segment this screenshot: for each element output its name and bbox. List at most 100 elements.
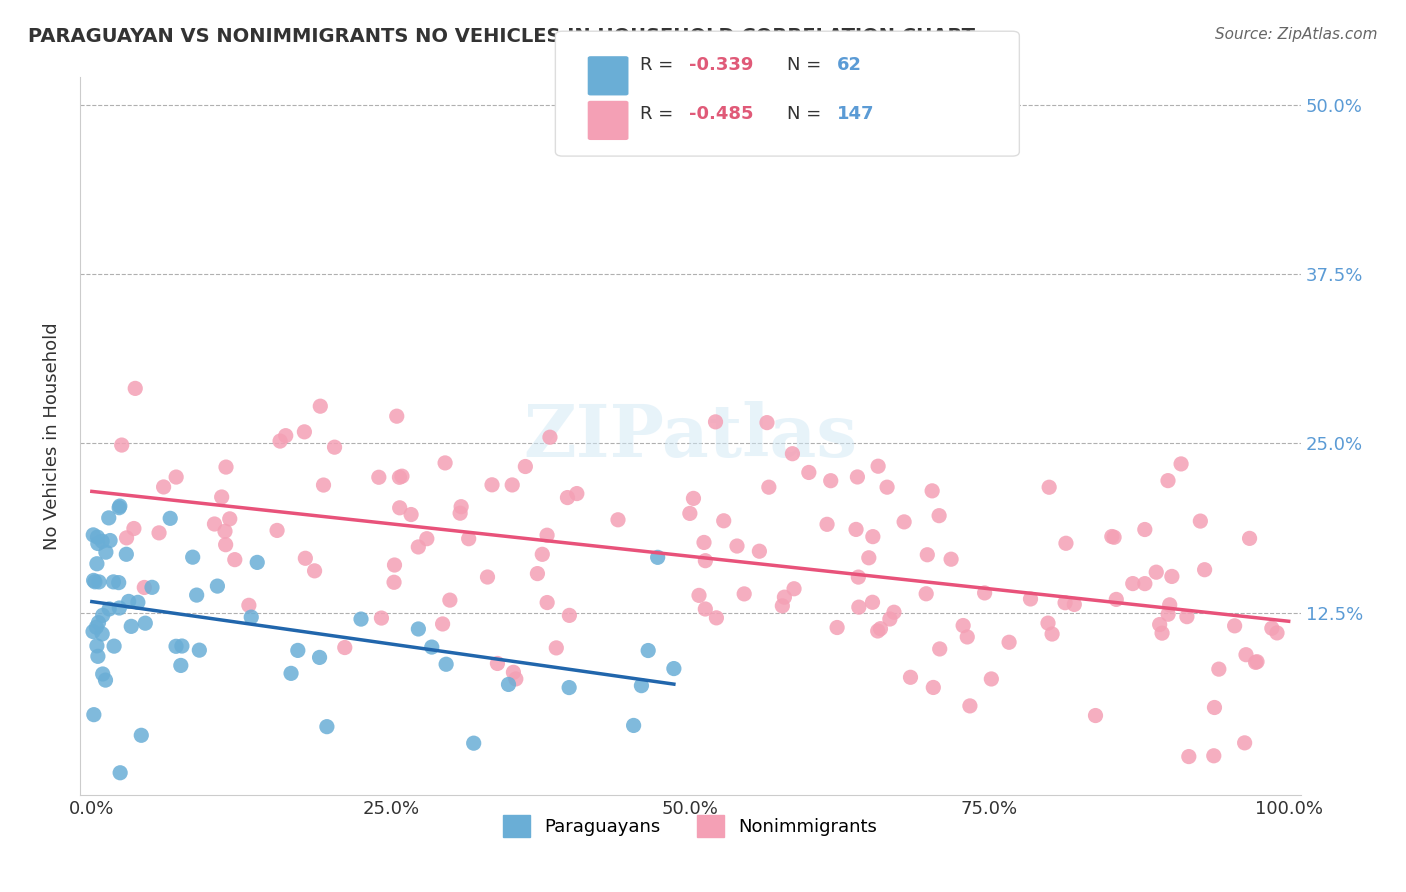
Point	[758, 480, 780, 494]
Point	[246, 555, 269, 569]
Point	[124, 381, 146, 395]
Point	[922, 681, 945, 695]
Point	[688, 588, 710, 602]
Point	[866, 624, 889, 638]
Point	[1159, 598, 1181, 612]
Point	[204, 516, 226, 531]
Point	[86, 557, 108, 571]
Point	[308, 650, 330, 665]
Point	[103, 639, 125, 653]
Point	[148, 525, 170, 540]
Point	[127, 595, 149, 609]
Point	[388, 500, 411, 515]
Text: PARAGUAYAN VS NONIMMIGRANTS NO VEHICLES IN HOUSEHOLD CORRELATION CHART: PARAGUAYAN VS NONIMMIGRANTS NO VEHICLES …	[28, 27, 976, 45]
Point	[86, 620, 108, 634]
Y-axis label: No Vehicles in Household: No Vehicles in Household	[44, 323, 60, 550]
Text: 62: 62	[837, 56, 862, 74]
Point	[928, 642, 950, 657]
Point	[959, 698, 981, 713]
Point	[207, 579, 229, 593]
Point	[1040, 627, 1063, 641]
Point	[939, 552, 962, 566]
Text: 147: 147	[837, 105, 875, 123]
Point	[382, 575, 405, 590]
Point	[536, 596, 558, 610]
Point	[280, 666, 302, 681]
Point	[323, 440, 346, 454]
Point	[647, 550, 669, 565]
Point	[557, 491, 579, 505]
Point	[623, 718, 645, 732]
Point	[134, 616, 156, 631]
Point	[820, 474, 842, 488]
Point	[733, 587, 755, 601]
Point	[118, 594, 141, 608]
Point	[97, 511, 120, 525]
Point	[108, 500, 131, 515]
Text: -0.485: -0.485	[689, 105, 754, 123]
Point	[312, 478, 335, 492]
Point	[773, 590, 796, 604]
Point	[797, 466, 820, 480]
Point	[706, 611, 728, 625]
Point	[558, 608, 581, 623]
Point	[434, 456, 457, 470]
Point	[846, 470, 869, 484]
Point	[846, 570, 869, 584]
Point	[546, 640, 568, 655]
Point	[883, 605, 905, 619]
Point	[1160, 569, 1182, 583]
Point	[186, 588, 208, 602]
Point	[501, 478, 523, 492]
Point	[141, 580, 163, 594]
Point	[1208, 662, 1230, 676]
Point	[956, 630, 979, 644]
Point	[1019, 591, 1042, 606]
Point	[370, 611, 392, 625]
Point	[87, 536, 110, 550]
Point	[115, 531, 138, 545]
Point	[384, 558, 406, 572]
Point	[845, 523, 868, 537]
Point	[83, 574, 105, 588]
Point	[91, 534, 114, 549]
Point	[1246, 655, 1268, 669]
Point	[240, 610, 263, 624]
Point	[274, 428, 297, 442]
Point	[82, 624, 104, 639]
Point	[218, 512, 240, 526]
Point	[879, 612, 901, 626]
Point	[1178, 749, 1201, 764]
Point	[868, 459, 890, 474]
Point	[695, 554, 717, 568]
Point	[502, 665, 524, 680]
Point	[98, 602, 121, 616]
Point	[748, 544, 770, 558]
Point	[1194, 563, 1216, 577]
Point	[921, 483, 943, 498]
Point	[915, 587, 938, 601]
Point	[1157, 607, 1180, 622]
Point	[87, 574, 110, 589]
Point	[783, 582, 806, 596]
Point	[486, 657, 509, 671]
Point	[481, 478, 503, 492]
Point	[399, 508, 422, 522]
Point	[1144, 565, 1167, 579]
Point	[1122, 576, 1144, 591]
Point	[1054, 596, 1077, 610]
Point	[1054, 536, 1077, 550]
Point	[770, 599, 793, 613]
Point	[825, 620, 848, 634]
Point	[538, 430, 561, 444]
Point	[526, 566, 548, 581]
Point	[815, 517, 838, 532]
Text: Source: ZipAtlas.com: Source: ZipAtlas.com	[1215, 27, 1378, 42]
Point	[269, 434, 291, 448]
Point	[1149, 617, 1171, 632]
Point	[725, 539, 748, 553]
Point	[1038, 480, 1060, 494]
Point	[103, 574, 125, 589]
Point	[170, 639, 193, 653]
Point	[848, 600, 870, 615]
